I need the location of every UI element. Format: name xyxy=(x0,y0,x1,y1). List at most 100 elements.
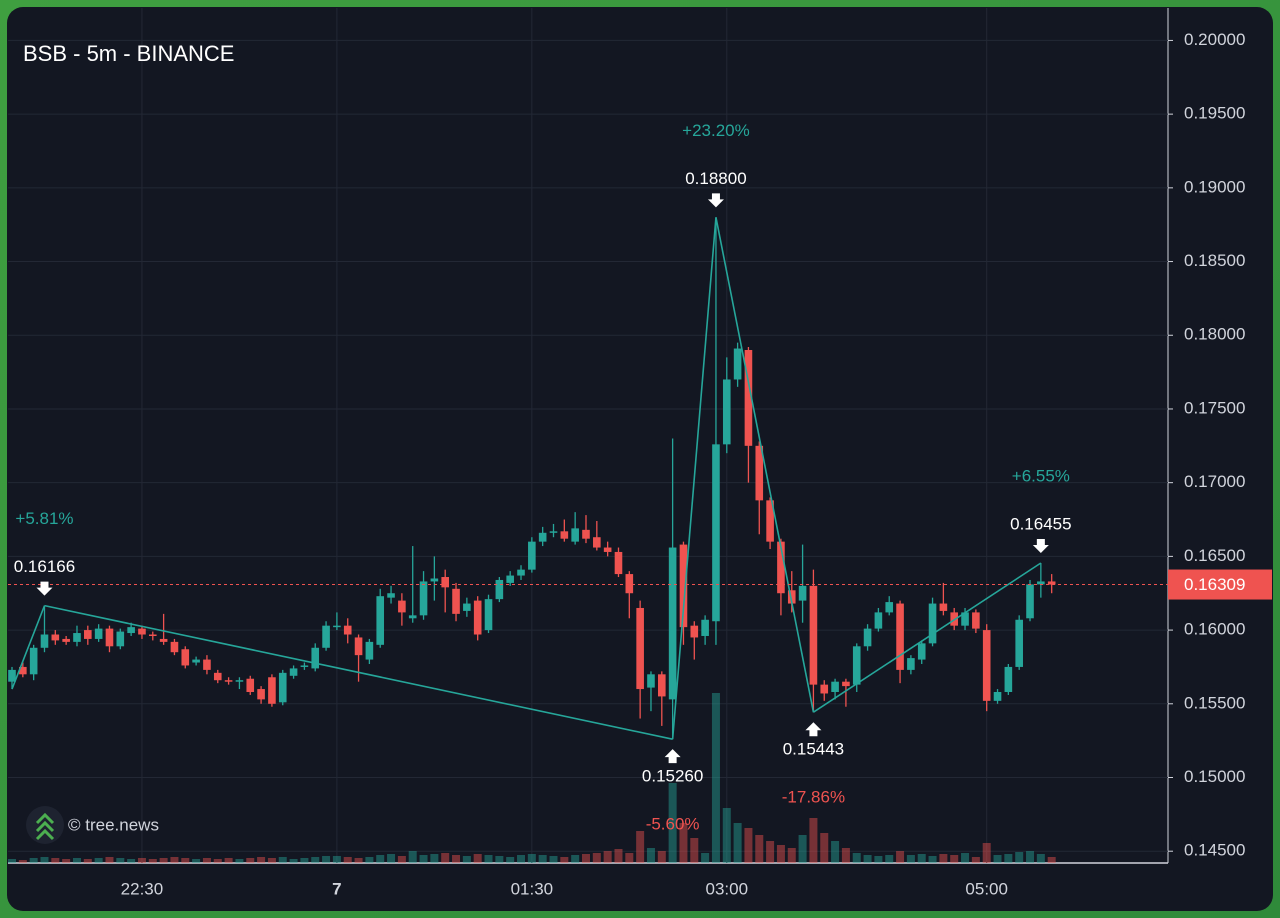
labels: 0.20000 0.19500 0.19000 0.18500 0.18000 0.175… xyxy=(8,30,1272,898)
candle-body xyxy=(766,500,774,542)
volume-bar xyxy=(896,851,905,863)
volume-bar xyxy=(137,858,146,863)
candle-body xyxy=(354,637,363,656)
y-tick-label: 0.17000 xyxy=(1184,472,1245,491)
volume-bar xyxy=(430,854,439,863)
candle-body xyxy=(246,678,255,692)
y-tick-label: 0.15500 xyxy=(1184,693,1245,712)
candle-body xyxy=(928,603,937,644)
zigzag-segment xyxy=(671,217,717,740)
candle-body xyxy=(842,681,850,687)
pivot-change: +23.20% xyxy=(682,121,750,140)
volume-bar xyxy=(506,857,515,863)
volume-bar xyxy=(841,848,850,863)
candle-body xyxy=(636,607,644,690)
volume-bar xyxy=(473,854,482,863)
volume-bar xyxy=(527,854,536,863)
volume-bar xyxy=(170,857,179,863)
y-tick-label: 0.18500 xyxy=(1184,251,1245,270)
candle-body xyxy=(138,628,146,635)
pivot-label: 0.16166 xyxy=(14,557,75,576)
volume-bar xyxy=(798,835,807,863)
pivot-label: 0.16455 xyxy=(1010,514,1071,533)
volume-bar xyxy=(906,855,915,863)
candle-body xyxy=(1015,619,1023,667)
volume-bar xyxy=(224,858,233,863)
volume-bar xyxy=(40,857,49,863)
y-tick-label: 0.15000 xyxy=(1184,767,1245,786)
candle-body xyxy=(722,379,731,445)
y-tick-label: 0.19000 xyxy=(1184,177,1245,196)
candle-body xyxy=(603,547,612,552)
volume-bar xyxy=(116,858,125,863)
pivot-label: 0.15443 xyxy=(783,740,844,759)
candle-body xyxy=(365,641,374,660)
volume-bar xyxy=(679,823,688,863)
candle-body xyxy=(268,677,276,704)
zigzag xyxy=(11,217,1042,740)
candle-body xyxy=(582,529,590,539)
candle-body xyxy=(874,612,883,629)
volume-bar xyxy=(885,855,894,863)
pivot-arrow xyxy=(1032,539,1049,554)
volume-bar xyxy=(603,851,612,863)
volume-bar xyxy=(300,858,309,863)
volume-bar xyxy=(928,856,937,863)
volume-bar xyxy=(51,858,60,863)
volume-bar xyxy=(722,808,731,863)
x-tick-label: 22:30 xyxy=(121,879,164,898)
volume-bar xyxy=(668,783,677,863)
candle-body xyxy=(744,350,753,446)
candle-body xyxy=(105,628,114,647)
volume-bar xyxy=(852,853,861,863)
candle-body xyxy=(668,547,677,700)
candle-body xyxy=(116,631,125,647)
volume-bar xyxy=(690,838,699,863)
candle-body xyxy=(679,544,688,628)
grid xyxy=(8,8,1173,863)
volume-bar xyxy=(939,854,948,863)
pivot-change: +6.55% xyxy=(1012,466,1070,485)
volume-bar xyxy=(614,849,623,863)
volume-bar xyxy=(159,858,168,863)
candle-body xyxy=(203,659,211,670)
zigzag-segment xyxy=(44,604,673,740)
candle-body xyxy=(452,588,460,614)
pivot-arrow xyxy=(664,749,681,764)
pivot-arrow xyxy=(707,193,724,208)
logo-chevrons xyxy=(35,812,55,841)
candle-body xyxy=(29,647,38,675)
pivot-label: 0.18800 xyxy=(685,169,746,188)
candle-body xyxy=(333,625,341,628)
volume-bar xyxy=(733,823,742,863)
volume-bar xyxy=(560,857,569,863)
volume-bar xyxy=(776,845,785,863)
zigzag-segment xyxy=(11,605,46,690)
zigzag-segment xyxy=(812,562,1042,713)
watermark-text: © tree.news xyxy=(68,815,159,834)
candle-body xyxy=(852,646,861,685)
x-tick-label: 7 xyxy=(332,879,341,898)
volume-bar xyxy=(993,855,1002,863)
candle-body xyxy=(831,681,839,692)
candle-body xyxy=(538,532,547,542)
candle-body xyxy=(701,619,709,636)
volume-bar xyxy=(181,858,190,863)
candle-body xyxy=(809,585,818,685)
volume-bar xyxy=(267,858,276,863)
volume-bar xyxy=(376,855,385,863)
candle-body xyxy=(408,615,417,619)
volume-bar xyxy=(820,833,829,863)
volume-bar xyxy=(917,854,926,863)
candle-body xyxy=(398,600,406,613)
volume-bar xyxy=(278,857,287,863)
volume-bar xyxy=(62,859,71,863)
candle-body xyxy=(8,669,16,682)
volume-bar xyxy=(202,858,211,863)
candle-body xyxy=(84,630,92,639)
volume-bar xyxy=(408,851,417,863)
volume-bar xyxy=(961,853,970,863)
volume-bar xyxy=(257,857,266,863)
x-tick-label: 01:30 xyxy=(511,879,554,898)
